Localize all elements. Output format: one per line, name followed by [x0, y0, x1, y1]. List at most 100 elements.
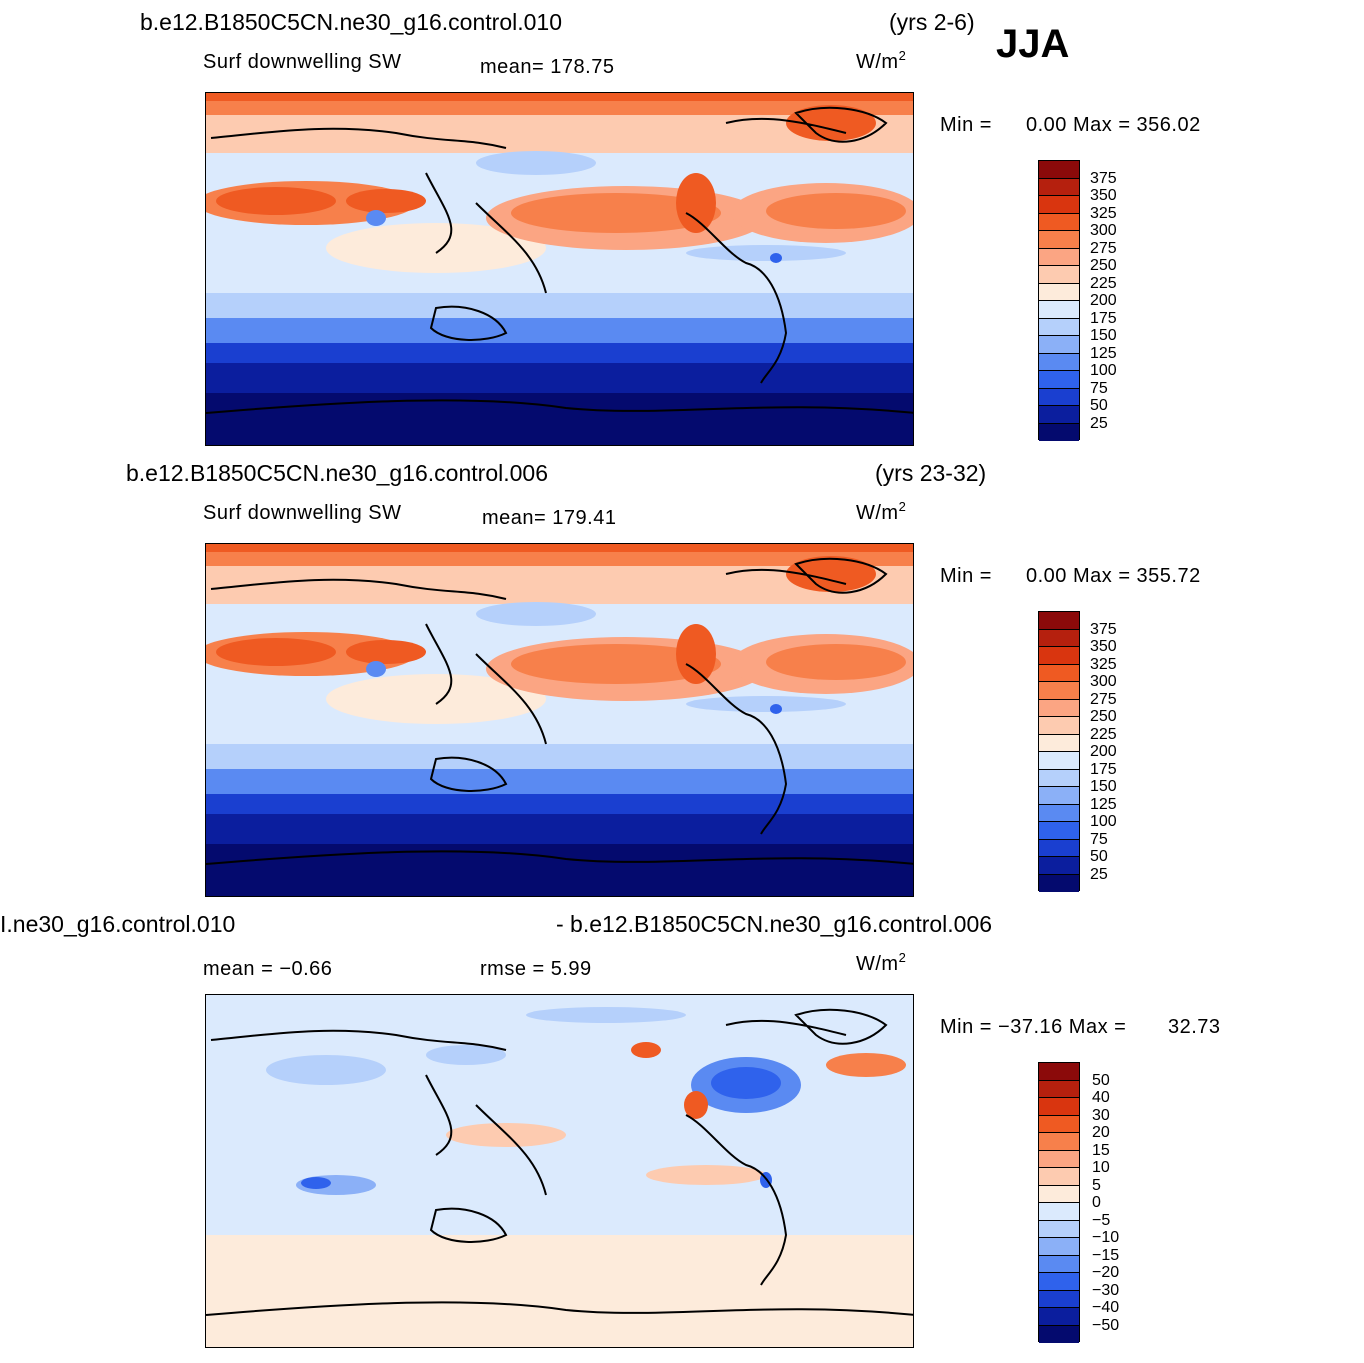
- colorbar-tick-label: 375: [1090, 169, 1117, 187]
- colorbar-tick-label: 50: [1090, 848, 1108, 865]
- panel3-colorbar: [1038, 1062, 1080, 1343]
- panel2-mean: mean= 179.41: [482, 507, 617, 529]
- panel3-units: W/m2: [856, 950, 907, 975]
- colorbar-segment: [1039, 213, 1079, 231]
- colorbar-tick-label: 75: [1090, 830, 1108, 848]
- colorbar-tick-label: 325: [1090, 655, 1117, 673]
- colorbar-segment: [1039, 353, 1079, 371]
- colorbar-segment: [1039, 266, 1079, 284]
- colorbar-segment: [1039, 388, 1079, 406]
- panel3-rmse: rmse = 5.99: [480, 958, 592, 980]
- panel1-colorbar: [1038, 160, 1080, 441]
- colorbar-tick-label: 200: [1090, 292, 1117, 309]
- colorbar-segment: [1039, 1255, 1079, 1273]
- colorbar-segment: [1039, 1168, 1079, 1186]
- colorbar-tick-label: 20: [1092, 1124, 1110, 1141]
- panel1-units: W/m2: [856, 48, 907, 73]
- colorbar-tick-label: 100: [1090, 362, 1117, 379]
- panel2-case-title: b.e12.B1850C5CN.ne30_g16.control.006: [126, 460, 548, 486]
- colorbar-tick-label: 350: [1090, 638, 1117, 655]
- colorbar-tick-label: 25: [1090, 865, 1108, 883]
- panel2-min-label: Min =: [940, 565, 992, 587]
- colorbar-segment: [1039, 283, 1079, 301]
- panel3-case-left: І.ne30_g16.control.010: [0, 911, 236, 937]
- colorbar-tick-label: 50: [1092, 1071, 1110, 1089]
- panel1-map-field: [206, 93, 913, 445]
- colorbar-segment: [1039, 196, 1079, 214]
- panel3-mean: mean = −0.66: [203, 958, 333, 980]
- colorbar-segment: [1039, 318, 1079, 336]
- colorbar-segment: [1039, 1273, 1079, 1291]
- panel2-units: W/m2: [856, 499, 907, 524]
- colorbar-segment: [1039, 371, 1079, 389]
- colorbar-segment: [1039, 1185, 1079, 1203]
- colorbar-tick-label: −15: [1092, 1246, 1120, 1264]
- colorbar-tick-label: 325: [1090, 204, 1117, 222]
- panel1-min-max: 0.00 Max = 356.02: [1026, 114, 1201, 136]
- colorbar-segment: [1039, 1325, 1079, 1343]
- colorbar-segment: [1039, 161, 1079, 179]
- colorbar-segment: [1039, 839, 1079, 857]
- colorbar-segment: [1039, 178, 1079, 196]
- panel1-years: (yrs 2-6): [889, 9, 975, 35]
- colorbar-segment: [1039, 1220, 1079, 1238]
- colorbar-segment: [1039, 629, 1079, 647]
- panel1-case-title: b.e12.B1850C5CN.ne30_g16.control.010: [140, 9, 562, 35]
- colorbar-segment: [1039, 664, 1079, 682]
- panel3-map: [205, 994, 914, 1348]
- colorbar-segment: [1039, 1308, 1079, 1326]
- colorbar-segment: [1039, 423, 1079, 441]
- colorbar-tick-label: 375: [1090, 620, 1117, 638]
- colorbar-segment: [1039, 612, 1079, 630]
- panel1-mean: mean= 178.75: [480, 56, 615, 78]
- colorbar-segment: [1039, 1063, 1079, 1081]
- colorbar-segment: [1039, 406, 1079, 424]
- colorbar-tick-label: 15: [1092, 1141, 1110, 1159]
- colorbar-tick-label: 175: [1090, 760, 1117, 778]
- colorbar-tick-label: 25: [1090, 414, 1108, 432]
- colorbar-segment: [1039, 1080, 1079, 1098]
- colorbar-tick-label: 250: [1090, 708, 1117, 725]
- colorbar-tick-label: −10: [1092, 1229, 1120, 1246]
- colorbar-tick-label: 150: [1090, 327, 1117, 344]
- colorbar-segment: [1039, 1133, 1079, 1151]
- colorbar-tick-label: 125: [1090, 795, 1117, 813]
- colorbar-tick-label: −5: [1092, 1211, 1111, 1229]
- colorbar-segment: [1039, 1098, 1079, 1116]
- colorbar-tick-label: 300: [1090, 222, 1117, 239]
- colorbar-segment: [1039, 248, 1079, 266]
- colorbar-tick-label: 175: [1090, 309, 1117, 327]
- colorbar-tick-label: 10: [1092, 1159, 1110, 1176]
- colorbar-tick-label: 50: [1090, 397, 1108, 414]
- colorbar-tick-label: 0: [1092, 1194, 1101, 1211]
- colorbar-segment: [1039, 1290, 1079, 1308]
- colorbar-tick-label: 225: [1090, 725, 1117, 743]
- panel2-map-field: [206, 544, 913, 896]
- colorbar-tick-label: −50: [1092, 1316, 1120, 1334]
- colorbar-tick-label: 225: [1090, 274, 1117, 292]
- colorbar-tick-label: 275: [1090, 239, 1117, 257]
- colorbar-segment: [1039, 787, 1079, 805]
- colorbar-segment: [1039, 857, 1079, 875]
- colorbar-segment: [1039, 752, 1079, 770]
- colorbar-segment: [1039, 734, 1079, 752]
- colorbar-segment: [1039, 1238, 1079, 1256]
- panel2-colorbar: [1038, 611, 1080, 892]
- colorbar-tick-label: −30: [1092, 1281, 1120, 1299]
- panel2-map: [205, 543, 914, 897]
- colorbar-tick-label: 250: [1090, 257, 1117, 274]
- colorbar-tick-label: 350: [1090, 187, 1117, 204]
- colorbar-segment: [1039, 336, 1079, 354]
- panel2-variable: Surf downwelling SW: [203, 502, 402, 524]
- colorbar-tick-label: 100: [1090, 813, 1117, 830]
- colorbar-tick-label: 200: [1090, 743, 1117, 760]
- colorbar-tick-label: 125: [1090, 344, 1117, 362]
- panel3-min-label: Min = −37.16 Max =: [940, 1016, 1127, 1038]
- panel1-map: [205, 92, 914, 446]
- colorbar-tick-label: −40: [1092, 1299, 1120, 1316]
- panel2-min-max: 0.00 Max = 355.72: [1026, 565, 1201, 587]
- colorbar-segment: [1039, 822, 1079, 840]
- panel2-years: (yrs 23-32): [875, 460, 987, 486]
- colorbar-segment: [1039, 874, 1079, 892]
- colorbar-tick-label: 40: [1092, 1089, 1110, 1106]
